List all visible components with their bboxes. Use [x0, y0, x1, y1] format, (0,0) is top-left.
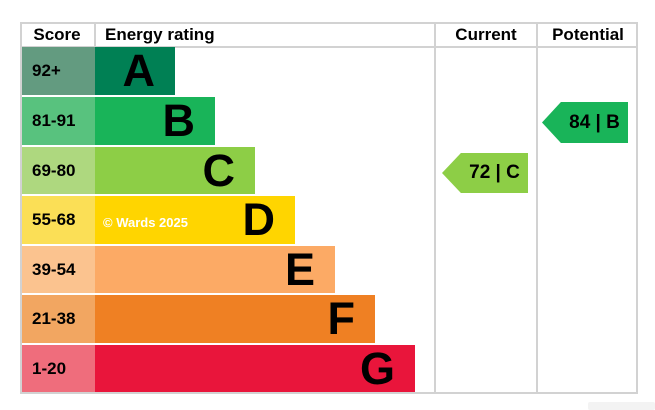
cropped-footer-mark [588, 402, 655, 410]
band-bar-b: B [95, 95, 215, 146]
table-frame [20, 22, 638, 394]
band-bar-d: D [95, 194, 295, 245]
score-range-c: 69-80 [22, 147, 95, 194]
score-range-g: 1-20 [22, 345, 95, 392]
band-bar-f: F [95, 293, 375, 344]
divider-header-bottom [20, 46, 638, 48]
divider-score-rating [94, 22, 96, 47]
score-range-b: 81-91 [22, 97, 95, 145]
band-bar-g: G [95, 343, 415, 394]
score-range-a: 92+ [22, 47, 95, 95]
band-bar-e: E [95, 244, 335, 295]
band-bar-c: C [95, 145, 255, 196]
score-range-d: 55-68 [22, 196, 95, 244]
potential-rating-arrow: 84 | B [542, 102, 628, 143]
copyright-watermark: © Wards 2025 [103, 215, 188, 230]
column-header-energy-rating: Energy rating [105, 25, 215, 44]
band-bar-a: A [95, 45, 175, 96]
divider-rating-current [434, 22, 436, 394]
score-range-e: 39-54 [22, 246, 95, 293]
column-header-score: Score [33, 25, 81, 44]
divider-current-potential [536, 22, 538, 394]
score-range-f: 21-38 [22, 295, 95, 343]
current-rating-arrow: 72 | C [442, 153, 528, 193]
column-header-current: Current [455, 25, 517, 44]
column-header-potential: Potential [552, 25, 624, 44]
